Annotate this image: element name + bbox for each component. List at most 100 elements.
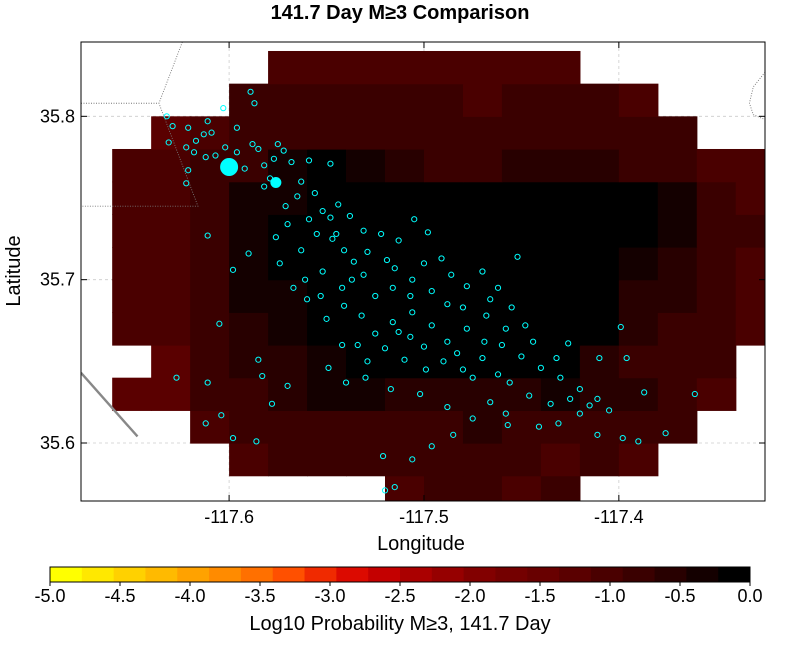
- earthquake-marker: [251, 100, 258, 107]
- probability-cell: [385, 148, 425, 183]
- probability-cell: [579, 246, 620, 281]
- earthquake-marker: [420, 343, 428, 350]
- probability-cell: [190, 214, 230, 248]
- earthquake-marker: [360, 227, 367, 234]
- earthquake-marker: [463, 325, 470, 332]
- earthquake-marker: [294, 193, 301, 200]
- colorbar-segment: [559, 567, 592, 582]
- probability-cell: [151, 377, 191, 411]
- probability-cell: [385, 443, 425, 477]
- earthquake-marker: [530, 338, 537, 345]
- earthquake-marker: [459, 304, 467, 311]
- probability-cell: [385, 279, 425, 313]
- colorbar-tick-label: -0.5: [664, 586, 695, 606]
- earthquake-marker: [340, 302, 348, 309]
- earthquake-marker: [537, 364, 544, 371]
- earthquake-marker: [325, 364, 332, 371]
- colorbar-segment: [240, 567, 274, 582]
- probability-cell: [385, 377, 425, 411]
- y-axis-label: Latitude: [3, 235, 25, 306]
- probability-cell: [307, 345, 347, 379]
- earthquake-marker: [514, 253, 521, 260]
- earthquake-marker: [360, 271, 367, 278]
- earthquake-marker: [481, 338, 488, 345]
- earthquake-marker: [619, 435, 626, 442]
- earthquake-marker: [535, 423, 543, 430]
- probability-cell: [462, 83, 503, 117]
- earthquake-markers: [163, 88, 698, 494]
- probability-cell: [423, 148, 464, 183]
- colorbar-segment: [336, 567, 369, 582]
- boundary-lines: [81, 42, 765, 438]
- probability-cell: [385, 116, 425, 150]
- probability-cell: [540, 246, 581, 281]
- earthquake-marker: [454, 350, 461, 357]
- earthquake-marker: [169, 123, 176, 130]
- probability-cell: [385, 345, 425, 379]
- earthquake-marker: [428, 288, 435, 295]
- probability-cell: [696, 345, 737, 379]
- earthquake-marker: [459, 366, 467, 373]
- earthquake-marker: [319, 207, 326, 215]
- earthquake-marker: [200, 131, 207, 138]
- probability-cell: [229, 312, 269, 346]
- earthquake-marker: [298, 178, 305, 185]
- earthquake-marker: [594, 431, 601, 438]
- probability-cell: [657, 377, 698, 411]
- earthquake-marker: [317, 292, 324, 300]
- probability-cell: [579, 116, 620, 150]
- earthquake-marker: [553, 354, 560, 362]
- y-tick-label: 35.7: [40, 270, 75, 290]
- probability-cell: [540, 50, 581, 85]
- probability-cell: [462, 148, 503, 183]
- probability-cell: [307, 410, 347, 444]
- colorbar-segment: [368, 567, 401, 582]
- earthquake-marker: [163, 113, 170, 120]
- probability-cell: [579, 279, 620, 313]
- probability-cell: [112, 312, 152, 346]
- earthquake-marker: [241, 165, 248, 172]
- colorbar-segment: [209, 567, 242, 582]
- earthquake-marker: [339, 284, 346, 291]
- earthquake-marker: [381, 487, 389, 494]
- probability-cell: [423, 246, 464, 281]
- probability-cell: [540, 279, 581, 313]
- boundary-line: [81, 102, 199, 207]
- probability-cell: [657, 312, 698, 346]
- earthquake-marker: [586, 402, 593, 409]
- earthquake-marker: [409, 276, 416, 283]
- colorbar-tick-label: -4.5: [104, 586, 135, 606]
- probability-cell: [696, 279, 737, 313]
- probability-cell: [462, 377, 503, 411]
- earthquake-marker: [407, 292, 414, 300]
- earthquake-marker: [372, 330, 379, 337]
- probability-cell: [423, 345, 464, 379]
- probability-cell: [423, 50, 464, 85]
- probability-cell: [735, 312, 765, 346]
- probability-cell: [735, 214, 765, 248]
- x-axis-label: Longitude: [377, 533, 465, 555]
- earthquake-marker: [555, 420, 562, 427]
- earthquake-marker: [362, 374, 369, 381]
- earthquake-marker: [526, 392, 533, 399]
- probability-cell: [190, 410, 230, 444]
- x-axis-ticks: -117.6 -117.5 -117.4: [204, 42, 644, 527]
- earthquake-marker: [557, 374, 564, 381]
- x-tick-label: -117.4: [594, 507, 644, 527]
- probability-cell: [385, 312, 425, 346]
- boundary-line: [81, 371, 139, 438]
- probability-cell: [112, 181, 152, 215]
- earthquake-marker: [298, 247, 305, 254]
- probability-cell: [268, 148, 308, 183]
- earthquake-marker: [440, 358, 447, 365]
- probability-cell: [268, 312, 308, 346]
- earthquake-marker: [364, 358, 371, 365]
- earthquake-marker: [364, 248, 371, 255]
- probability-cell: [346, 116, 386, 150]
- earthquake-marker: [387, 386, 394, 393]
- colorbar-tick-label: 0.0: [737, 586, 762, 606]
- earthquake-marker: [444, 403, 451, 411]
- probability-cell: [307, 312, 347, 346]
- probability-cell: [112, 148, 152, 183]
- colorbar-segment: [50, 567, 83, 582]
